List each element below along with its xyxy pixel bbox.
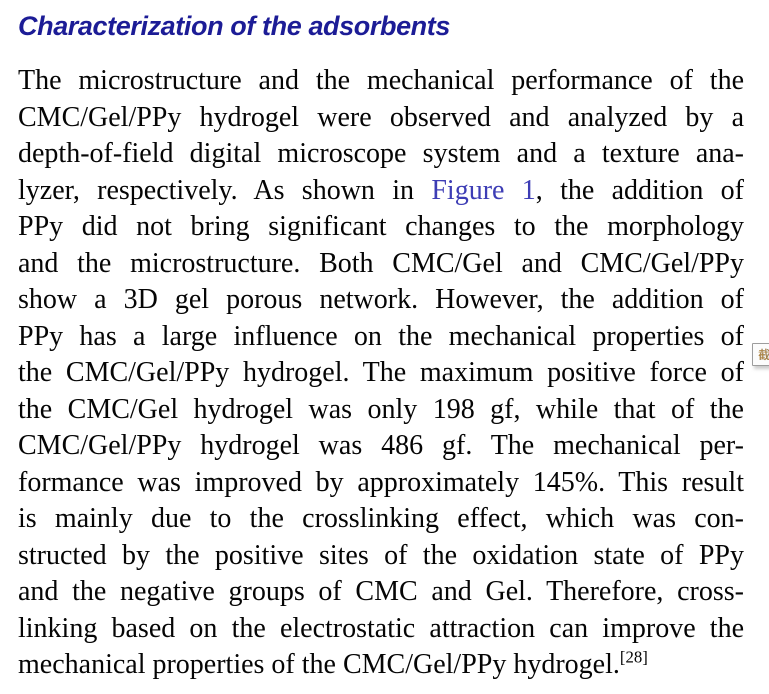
text-line: linking based on the electrostatic attra… bbox=[18, 611, 744, 648]
text-line: the CMC/Gel/PPy hydrogel. The maximum po… bbox=[18, 355, 744, 392]
text-line: structed by the positive sites of the ox… bbox=[18, 538, 744, 575]
section-heading: Characterization of the adsorbents bbox=[18, 11, 450, 41]
text-segment: mechanical properties of the CMC/Gel/PPy… bbox=[18, 649, 620, 680]
citation-ref: [28] bbox=[619, 647, 648, 667]
text-line: the CMC/Gel hydrogel was only 198 gf, wh… bbox=[18, 392, 744, 429]
text-line: and the microstructure. Both CMC/Gel and… bbox=[18, 246, 744, 283]
text-segment: PPy did not bring significant changes to… bbox=[18, 211, 744, 242]
text-line: PPy has a large influence on the mechani… bbox=[18, 319, 744, 356]
text-segment: show a 3D gel porous network. However, t… bbox=[18, 284, 744, 315]
clip-tool-icon: 截 bbox=[757, 347, 769, 362]
clip-tool-button[interactable]: 截 bbox=[752, 343, 769, 366]
text-line: lyzer, respectively. As shown in Figure … bbox=[18, 173, 744, 210]
text-segment: depth-of-field digital microscope system… bbox=[18, 138, 744, 169]
text-line: and the negative groups of CMC and Gel. … bbox=[18, 574, 744, 611]
text-segment: , the addition of bbox=[535, 174, 745, 206]
text-line: PPy did not bring significant changes to… bbox=[18, 209, 744, 246]
text-line: depth-of-field digital microscope system… bbox=[18, 136, 744, 173]
text-line: The microstructure and the mechanical pe… bbox=[18, 63, 744, 100]
text-line: formance was improved by approximately 1… bbox=[18, 465, 744, 502]
text-segment: CMC/Gel/PPy hydrogel were observed and a… bbox=[18, 101, 744, 133]
text-line: CMC/Gel/PPy hydrogel were observed and a… bbox=[18, 100, 744, 137]
text-line: CMC/Gel/PPy hydrogel was 486 gf. The mec… bbox=[18, 428, 744, 465]
paragraph: The microstructure and the mechanical pe… bbox=[18, 63, 744, 684]
figure-1-link[interactable]: Figure 1 bbox=[431, 174, 536, 206]
text-segment: and the microstructure. Both CMC/Gel and… bbox=[18, 247, 744, 279]
text-segment: and the negative groups of CMC and Gel. … bbox=[18, 576, 744, 607]
text-segment: formance was improved by approximately 1… bbox=[18, 466, 744, 498]
text-segment: the CMC/Gel hydrogel was only 198 gf, wh… bbox=[18, 393, 744, 425]
text-line: mechanical properties of the CMC/Gel/PPy… bbox=[18, 647, 744, 684]
text-segment: PPy has a large influence on the mechani… bbox=[18, 320, 744, 352]
text-segment: is mainly due to the crosslinking effect… bbox=[18, 503, 744, 534]
text-segment: structed by the positive sites of the ox… bbox=[18, 539, 744, 571]
text-line: show a 3D gel porous network. However, t… bbox=[18, 282, 744, 319]
text-segment: the CMC/Gel/PPy hydrogel. The maximum po… bbox=[18, 357, 744, 388]
text-line: is mainly due to the crosslinking effect… bbox=[18, 501, 744, 538]
text-segment: CMC/Gel/PPy hydrogel was 486 gf. The mec… bbox=[18, 430, 744, 461]
text-segment: The microstructure and the mechanical pe… bbox=[18, 65, 744, 96]
text-segment: linking based on the electrostatic attra… bbox=[18, 612, 744, 644]
text-segment: lyzer, respectively. As shown in bbox=[18, 174, 432, 206]
